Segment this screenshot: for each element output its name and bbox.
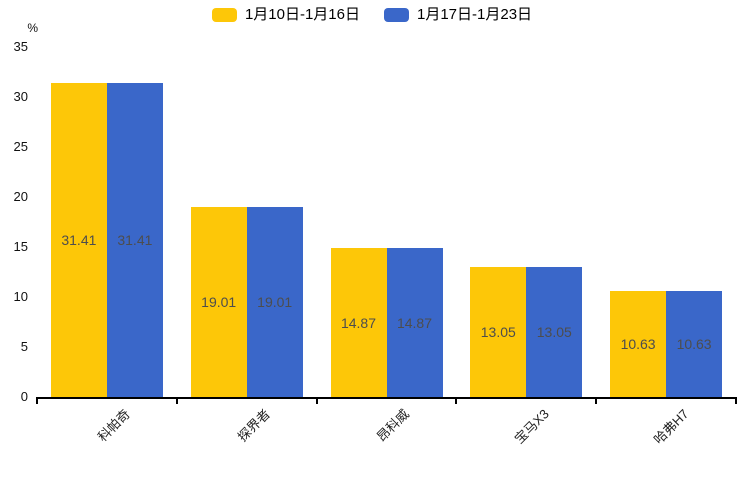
bar-探界者-series2 (246, 206, 303, 397)
y-tick-label: 10 (13, 289, 28, 304)
bar-value-label: 31.41 (61, 231, 97, 248)
bar-科帕奇-series1 (50, 82, 107, 397)
y-tick-label: 35 (13, 39, 28, 54)
x-axis-tick (315, 397, 318, 404)
y-tick-label: 30 (13, 89, 28, 104)
bar-哈弗H7-series1 (610, 290, 667, 397)
bar-value-label: 19.01 (201, 293, 237, 310)
bar-value-label: 14.87 (396, 314, 433, 331)
x-axis-tick (175, 397, 178, 404)
bar-昂科威-series1 (330, 248, 387, 397)
bar-value-label: 10.63 (676, 335, 712, 352)
x-category-label: 探界者 (234, 406, 273, 445)
bar-哈弗H7-series2 (666, 290, 723, 397)
y-tick-label: 15 (13, 239, 28, 254)
bar-科帕奇-series2 (106, 82, 163, 397)
legend-label-week2: 1月17日-1月23日 (417, 6, 533, 23)
bar-value-label: 31.41 (117, 231, 153, 248)
x-axis-line (37, 397, 736, 399)
x-category-label: 宝马X3 (511, 406, 553, 447)
legend-item-week2[interactable]: 1月17日-1月23日 (384, 7, 532, 23)
y-tick-label: 0 (20, 389, 28, 404)
x-axis-tick (595, 397, 598, 404)
bar-value-label: 19.01 (257, 293, 293, 310)
legend-label-week1: 1月10日-1月16日 (244, 6, 360, 23)
legend-swatch-week1 (211, 8, 237, 22)
y-tick-label: 20 (13, 189, 28, 204)
bar-value-label: 13.05 (536, 323, 572, 340)
bar-昂科威-series2 (386, 248, 443, 397)
y-tick-label: 25 (13, 139, 28, 154)
bar-探界者-series1 (190, 206, 247, 397)
bar-value-label: 10.63 (620, 335, 656, 352)
bar-宝马X3-series1 (470, 266, 527, 397)
legend: 1月10日-1月16日 1月17日-1月23日 (0, 7, 744, 23)
bar-宝马X3-series2 (526, 266, 583, 397)
x-category-label: 哈弗H7 (651, 406, 693, 448)
y-tick-label: 5 (20, 339, 28, 354)
x-axis-tick (735, 397, 737, 404)
legend-item-week1[interactable]: 1月10日-1月16日 (211, 6, 360, 23)
x-category-label: 科帕奇 (94, 406, 133, 445)
x-axis-tick (36, 397, 38, 404)
legend-swatch-week2 (384, 8, 409, 22)
bar-value-label: 14.87 (340, 314, 377, 331)
x-category-label: 昂科威 (374, 406, 413, 445)
x-axis-tick (455, 397, 458, 404)
y-axis-unit-label: % (27, 21, 38, 35)
bar-value-label: 13.05 (480, 323, 516, 340)
